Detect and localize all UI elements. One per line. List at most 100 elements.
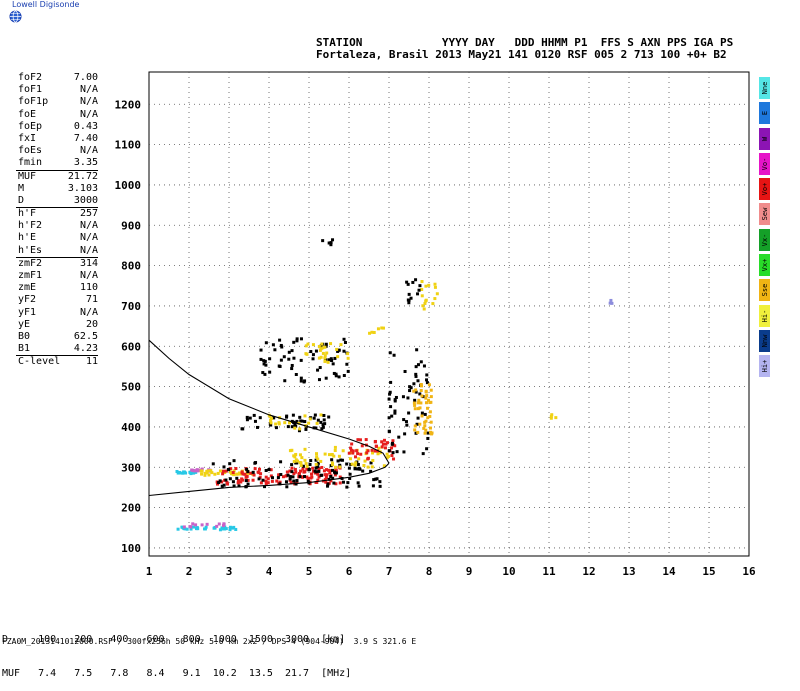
echo-point [385,441,389,445]
echo-point [224,527,228,531]
echo-point [422,364,426,368]
echo-point [423,301,427,305]
echo-point [309,459,313,463]
echo-point [299,337,303,341]
echo-point [323,359,327,363]
echo-point [295,339,299,343]
echo-point [332,371,336,375]
echo-point [314,466,318,470]
echo-point [424,401,428,405]
echo-point [267,468,271,472]
param-label: foF2 [18,72,43,83]
echo-point [380,440,384,444]
echo-point [221,472,225,476]
echo-point [304,462,308,466]
param-label: foEp [18,120,43,132]
echo-point [413,424,417,428]
echo-point [268,370,272,374]
echo-point [413,428,417,432]
y-tick-label: 500 [121,381,141,394]
legend-swatch: Hi+ [759,355,770,378]
param-value: 7.40 [73,132,98,144]
param-row: fxI 7.40 [2,133,98,145]
echo-point [286,473,290,477]
legend-label: Hi- [761,309,769,322]
x-tick-label: 10 [502,565,515,578]
echo-point [289,481,293,485]
echo-point [416,363,420,367]
echo-point [414,390,418,394]
echo-point [418,422,422,426]
echo-point [390,414,394,418]
y-tick-label: 400 [121,421,141,434]
echo-point [405,280,409,284]
echo-point [377,446,381,450]
echo-point [288,477,292,481]
echo-point [259,348,263,352]
echo-point [423,431,427,435]
param-row: zmE 110 [2,282,98,294]
echo-point [414,388,418,392]
echo-point [345,362,349,366]
echo-point [302,470,306,474]
echo-point [333,356,337,360]
echo-point [341,449,345,453]
echo-point [221,469,225,473]
echo-point [401,395,405,399]
echo-point [343,340,347,344]
echo-point [274,422,278,426]
echo-point [356,467,360,471]
echo-point [259,481,263,485]
echo-point [321,425,325,429]
echo-point [235,476,239,480]
echo-point [316,418,320,422]
echo-point [222,522,226,526]
echo-point [406,282,410,286]
echo-point [411,280,415,284]
echo-point [375,477,379,481]
echo-point [309,476,313,480]
echo-point [258,475,262,479]
echo-point [372,478,376,482]
echo-point [288,469,292,473]
echo-point [204,525,208,529]
y-tick-label: 200 [121,502,141,515]
param-label: yE [18,318,31,330]
echo-point [346,481,350,485]
echo-point [549,416,553,420]
echo-point [387,454,391,458]
echo-point [414,365,418,369]
echo-point [280,345,284,349]
param-value: N/A [79,145,98,157]
echo-point [382,464,386,468]
echo-point [416,379,420,383]
echo-point [291,413,295,417]
echo-point [235,472,239,476]
echo-point [316,461,320,465]
echo-point [408,389,412,393]
echo-point [175,469,179,473]
param-value: N/A [79,270,98,281]
echo-point [381,326,385,330]
echo-point [345,485,349,489]
echo-point [424,396,428,400]
echo-point [333,473,337,477]
echo-point [330,458,334,462]
echo-point [290,349,294,353]
legend-label: Vo+ [761,182,769,196]
echo-point [373,449,377,453]
echo-point [324,376,328,380]
plot-frame [148,71,750,557]
x-tick-label: 15 [702,565,715,578]
echo-point [353,466,357,470]
echo-point [285,485,289,489]
echo-point [327,358,331,362]
echo-point [304,352,308,356]
echo-point [420,287,424,291]
echo-point [338,481,342,485]
param-row: h'F2 N/A [2,220,98,232]
echo-point [403,369,407,373]
echo-point [350,462,354,466]
x-tick-label: 6 [346,565,353,578]
echo-point [428,414,432,418]
